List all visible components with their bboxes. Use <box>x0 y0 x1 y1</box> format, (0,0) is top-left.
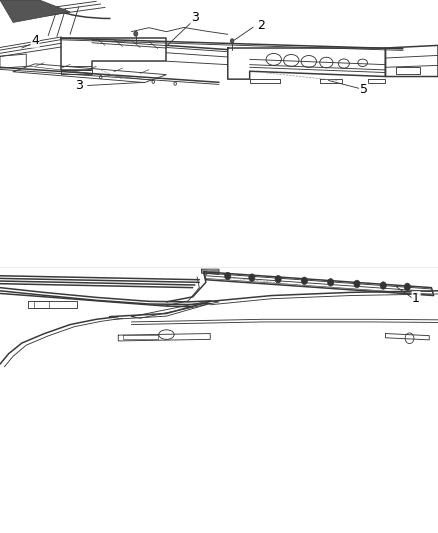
Ellipse shape <box>284 54 299 66</box>
Ellipse shape <box>358 59 367 67</box>
Ellipse shape <box>266 53 281 66</box>
Circle shape <box>404 283 410 290</box>
Text: 3: 3 <box>75 79 83 92</box>
Circle shape <box>99 76 102 79</box>
Circle shape <box>230 39 234 43</box>
Circle shape <box>328 279 334 286</box>
Text: 2: 2 <box>257 19 265 32</box>
Circle shape <box>174 82 177 85</box>
Ellipse shape <box>338 59 350 68</box>
Circle shape <box>152 80 155 83</box>
Circle shape <box>380 282 386 289</box>
Circle shape <box>275 276 281 283</box>
Text: 4: 4 <box>31 34 39 47</box>
Ellipse shape <box>301 55 316 67</box>
Circle shape <box>225 272 231 280</box>
Polygon shape <box>0 0 70 22</box>
Bar <box>396 67 420 75</box>
Circle shape <box>249 274 255 281</box>
Ellipse shape <box>159 330 174 340</box>
Text: 1: 1 <box>412 292 420 305</box>
Text: 3: 3 <box>191 11 199 24</box>
Circle shape <box>301 277 307 285</box>
Circle shape <box>405 333 414 344</box>
Ellipse shape <box>320 57 333 68</box>
Circle shape <box>134 31 138 36</box>
Text: 5: 5 <box>360 83 367 96</box>
Circle shape <box>354 280 360 288</box>
